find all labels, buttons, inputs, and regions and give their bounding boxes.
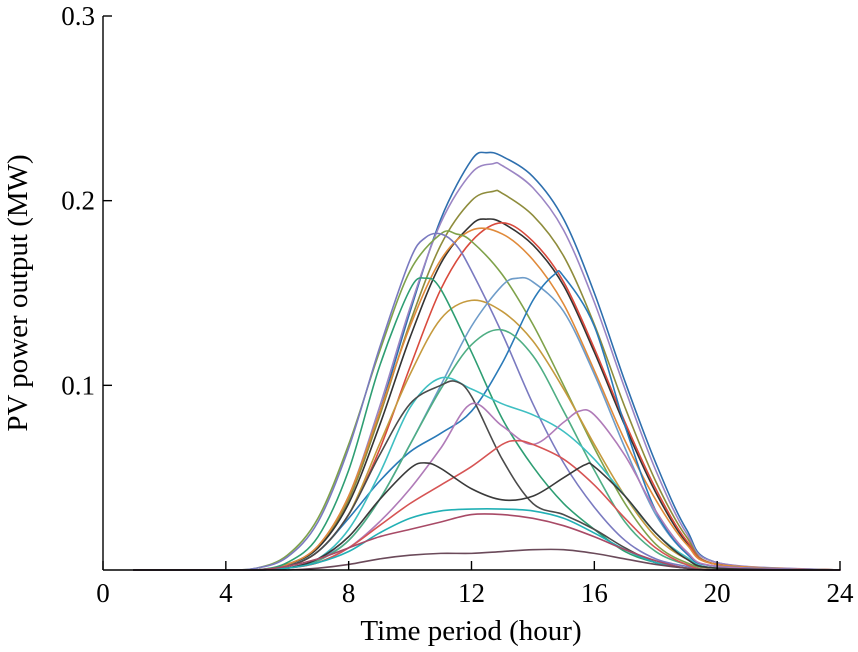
axes	[102, 16, 840, 571]
series-line-15	[132, 380, 841, 571]
series-line-6	[132, 227, 841, 571]
series-line-18	[132, 462, 841, 571]
series-group	[132, 151, 841, 571]
series-line-4	[132, 218, 841, 571]
x-tick-label: 16	[581, 578, 608, 608]
x-axis-label: Time period (hour)	[360, 615, 581, 647]
series-line-10	[132, 277, 841, 571]
series-line-1	[132, 151, 841, 571]
series-line-9	[132, 299, 841, 571]
series-line-11	[132, 276, 841, 571]
x-tick-label: 8	[342, 578, 356, 608]
y-tick-label: 0.1	[61, 370, 95, 400]
series-line-12	[132, 269, 841, 571]
series-line-8	[132, 232, 841, 571]
series-line-3	[132, 189, 841, 571]
y-tick-label: 0.2	[61, 186, 95, 216]
y-tick-label: 0.3	[61, 1, 95, 31]
y-axis-label: PV power output (MW)	[2, 154, 34, 431]
series-line-20	[132, 513, 841, 571]
x-tick-label: 20	[704, 578, 731, 608]
y-ticks: 0.1 0.2 0.3	[61, 1, 112, 400]
series-line-7	[132, 230, 841, 571]
series-line-14	[132, 376, 841, 571]
series-line-13	[132, 328, 841, 571]
x-tick-label: 0	[96, 578, 110, 608]
x-tick-label: 24	[827, 578, 855, 608]
series-line-17	[132, 439, 841, 571]
x-tick-label: 4	[219, 578, 233, 608]
x-tick-label: 12	[458, 578, 485, 608]
series-line-19	[132, 508, 841, 571]
x-ticks: 0 4 8 12 16 20 24	[96, 561, 854, 608]
